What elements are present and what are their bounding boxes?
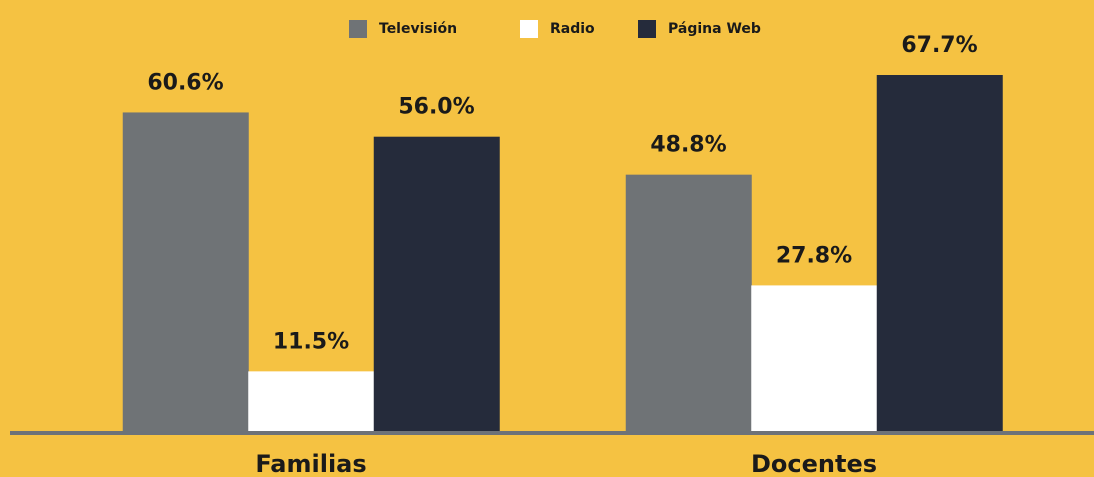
bar — [876, 75, 1003, 432]
bar — [751, 285, 878, 432]
data-label: 11.5% — [273, 329, 349, 354]
bar — [122, 112, 249, 432]
data-label: 48.8% — [650, 133, 726, 158]
bar — [248, 371, 375, 432]
legend-swatch — [349, 20, 367, 38]
legend-label: Televisión — [379, 21, 457, 37]
data-label: 67.7% — [901, 33, 977, 58]
legend-swatch — [638, 20, 656, 38]
bar — [625, 174, 752, 432]
bar — [373, 136, 500, 432]
data-label: 60.6% — [147, 70, 223, 95]
legend-label: Radio — [550, 21, 595, 37]
legend-swatch — [520, 20, 538, 38]
x-tick-label: Familias — [255, 450, 366, 477]
data-label: 56.0% — [398, 95, 474, 120]
data-label: 27.8% — [776, 243, 852, 268]
legend-label: Página Web — [668, 21, 761, 37]
x-tick-label: Docentes — [751, 450, 877, 477]
